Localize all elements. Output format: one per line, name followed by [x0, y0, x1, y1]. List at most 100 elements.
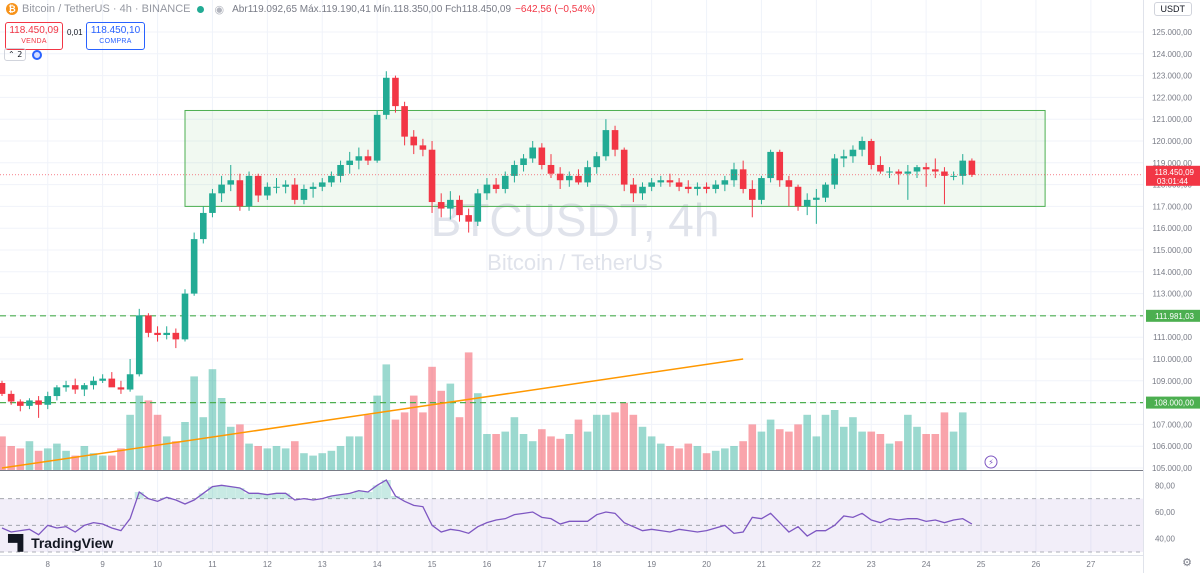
volume-bar — [958, 412, 967, 470]
price-tick-label: 122.000,00 — [1152, 93, 1193, 102]
candle-body — [392, 77, 399, 107]
volume-bar — [108, 455, 116, 470]
volume-bars — [0, 352, 967, 470]
candle-body — [383, 77, 390, 115]
lightning-icon[interactable] — [984, 455, 998, 469]
current-price-label: 118.450,09 — [1155, 168, 1195, 177]
candle-body — [355, 156, 363, 161]
candle-body — [492, 184, 500, 189]
candle-body — [264, 186, 271, 196]
level-price-label-bg[interactable] — [1146, 396, 1200, 409]
candle-body — [611, 130, 619, 150]
volume-bar — [474, 393, 482, 470]
volume-bar — [364, 414, 372, 470]
time-tick-label: 26 — [1031, 560, 1040, 569]
volume-bar — [199, 417, 208, 470]
volume-bar — [117, 448, 125, 470]
price-tick-label: 116.000,00 — [1153, 224, 1193, 233]
candle-body — [959, 160, 967, 176]
candle-body — [410, 136, 418, 146]
candle-body — [135, 315, 143, 375]
candle-body — [831, 158, 838, 185]
candle-body — [245, 175, 253, 207]
volume-bar — [757, 431, 766, 470]
candle-body — [172, 332, 180, 340]
volume-bar — [730, 446, 738, 470]
candle-body — [227, 180, 235, 185]
volume-bar — [821, 414, 830, 470]
price-tick-label: 113.000,00 — [1153, 290, 1193, 299]
volume-bar — [556, 438, 564, 470]
volume-bar — [181, 422, 189, 470]
tradingview-icon: ▀▌ — [8, 534, 29, 552]
candle-body — [712, 184, 719, 189]
volume-bar — [208, 369, 217, 470]
range-box[interactable] — [184, 109, 1046, 207]
trendline[interactable] — [1, 358, 744, 469]
candle-body — [428, 149, 436, 203]
bitcoin-icon: ₿ — [6, 3, 18, 15]
candle-body — [867, 141, 875, 165]
candle-body — [794, 186, 802, 207]
candle-body — [218, 184, 225, 194]
trend-line[interactable] — [1, 358, 744, 469]
range-rectangle[interactable] — [184, 109, 1046, 207]
chart-header: ₿ Bitcoin / TetherUS · 4h · BINANCE ◉ Ab… — [0, 0, 595, 18]
sell-button[interactable]: 118.450,09 VENDA — [5, 22, 63, 50]
volume-bar — [794, 424, 802, 470]
rsi-pane — [0, 470, 1200, 556]
volume-bar — [785, 431, 793, 470]
volume-bar — [849, 417, 857, 470]
candle-body — [236, 180, 244, 207]
candle-body — [730, 169, 738, 181]
indicator-icon[interactable] — [32, 49, 43, 60]
buy-button[interactable]: 118.450,10 COMPRA — [86, 22, 145, 50]
volume-bar — [291, 441, 299, 470]
candle-body — [620, 149, 628, 185]
price-tick-label: 121.000,00 — [1152, 115, 1193, 124]
volume-bar — [254, 446, 262, 470]
volume-bar — [217, 398, 226, 470]
candle-body — [71, 385, 79, 390]
volume-bar — [428, 366, 436, 470]
volume-bar — [144, 400, 153, 470]
symbol-title[interactable]: Bitcoin / TetherUS · 4h · BINANCE — [22, 3, 191, 15]
candle-body — [90, 380, 97, 386]
volume-bar — [391, 419, 400, 470]
volume-bar — [638, 426, 647, 470]
candle-body — [117, 387, 125, 390]
settings-gear-icon[interactable]: ⚙ — [1182, 556, 1192, 569]
volume-bar — [858, 431, 866, 470]
candle-body — [904, 171, 912, 174]
currency-selector[interactable]: USDT — [1153, 2, 1192, 16]
candle-body — [703, 186, 710, 189]
time-tick-label: 24 — [922, 560, 931, 569]
candle-body — [721, 180, 729, 185]
volume-bar — [904, 414, 912, 470]
volume-bar — [327, 450, 336, 470]
volume-bar — [885, 443, 894, 470]
candle-body — [666, 180, 674, 183]
price-axis[interactable]: 125.000,00 124.000,00 123.000,00 122.000,00… — [1143, 0, 1200, 573]
volume-bar — [528, 441, 537, 470]
candle-body — [511, 164, 518, 176]
time-tick-label: 21 — [757, 560, 766, 569]
price-tick-label: 117.000,00 — [1153, 202, 1193, 211]
level-price-label-bg[interactable] — [1146, 309, 1200, 322]
candle-body — [437, 202, 445, 209]
time-tick-label: 9 — [100, 560, 105, 569]
candle-body — [547, 164, 555, 174]
volume-bar — [629, 414, 638, 470]
current-price-label-bg[interactable] — [1146, 165, 1200, 186]
volume-bar — [437, 390, 445, 470]
volume-bar — [7, 446, 15, 470]
volume-bar — [382, 364, 391, 470]
eye-icon[interactable]: ◉ — [214, 2, 225, 16]
tradingview-logo[interactable]: ▀▌ TradingView — [8, 534, 113, 552]
candle-body — [373, 114, 381, 161]
horizontal-levels[interactable] — [0, 315, 1143, 404]
collapse-indicators-button[interactable]: ⌃ 2 — [4, 48, 27, 61]
time-axis[interactable]: 8 9 10 11 12 13 14 15 16 17 18 19 20 21 22 23 24 25 26 27 ⚡ — [46, 455, 1096, 569]
candle-body — [163, 332, 170, 336]
